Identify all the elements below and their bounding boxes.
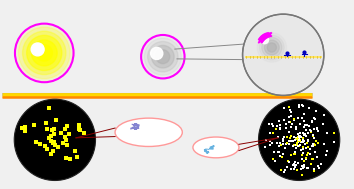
Ellipse shape bbox=[242, 14, 324, 95]
Ellipse shape bbox=[257, 33, 286, 62]
Ellipse shape bbox=[151, 47, 163, 60]
Ellipse shape bbox=[23, 31, 66, 75]
Ellipse shape bbox=[193, 137, 239, 158]
Ellipse shape bbox=[18, 27, 70, 79]
Ellipse shape bbox=[14, 99, 96, 180]
Ellipse shape bbox=[31, 43, 44, 56]
Ellipse shape bbox=[115, 118, 182, 146]
Ellipse shape bbox=[15, 24, 74, 82]
Ellipse shape bbox=[259, 35, 284, 60]
Ellipse shape bbox=[156, 50, 170, 64]
Ellipse shape bbox=[262, 37, 282, 57]
Ellipse shape bbox=[152, 45, 174, 68]
Ellipse shape bbox=[148, 42, 178, 72]
Ellipse shape bbox=[267, 43, 276, 52]
Bar bbox=[245, 56, 322, 58]
Ellipse shape bbox=[261, 36, 269, 44]
Ellipse shape bbox=[141, 35, 184, 78]
Ellipse shape bbox=[144, 38, 181, 75]
Ellipse shape bbox=[264, 40, 279, 55]
Ellipse shape bbox=[36, 45, 52, 61]
Ellipse shape bbox=[258, 99, 340, 180]
Ellipse shape bbox=[27, 35, 62, 70]
Ellipse shape bbox=[32, 40, 57, 66]
